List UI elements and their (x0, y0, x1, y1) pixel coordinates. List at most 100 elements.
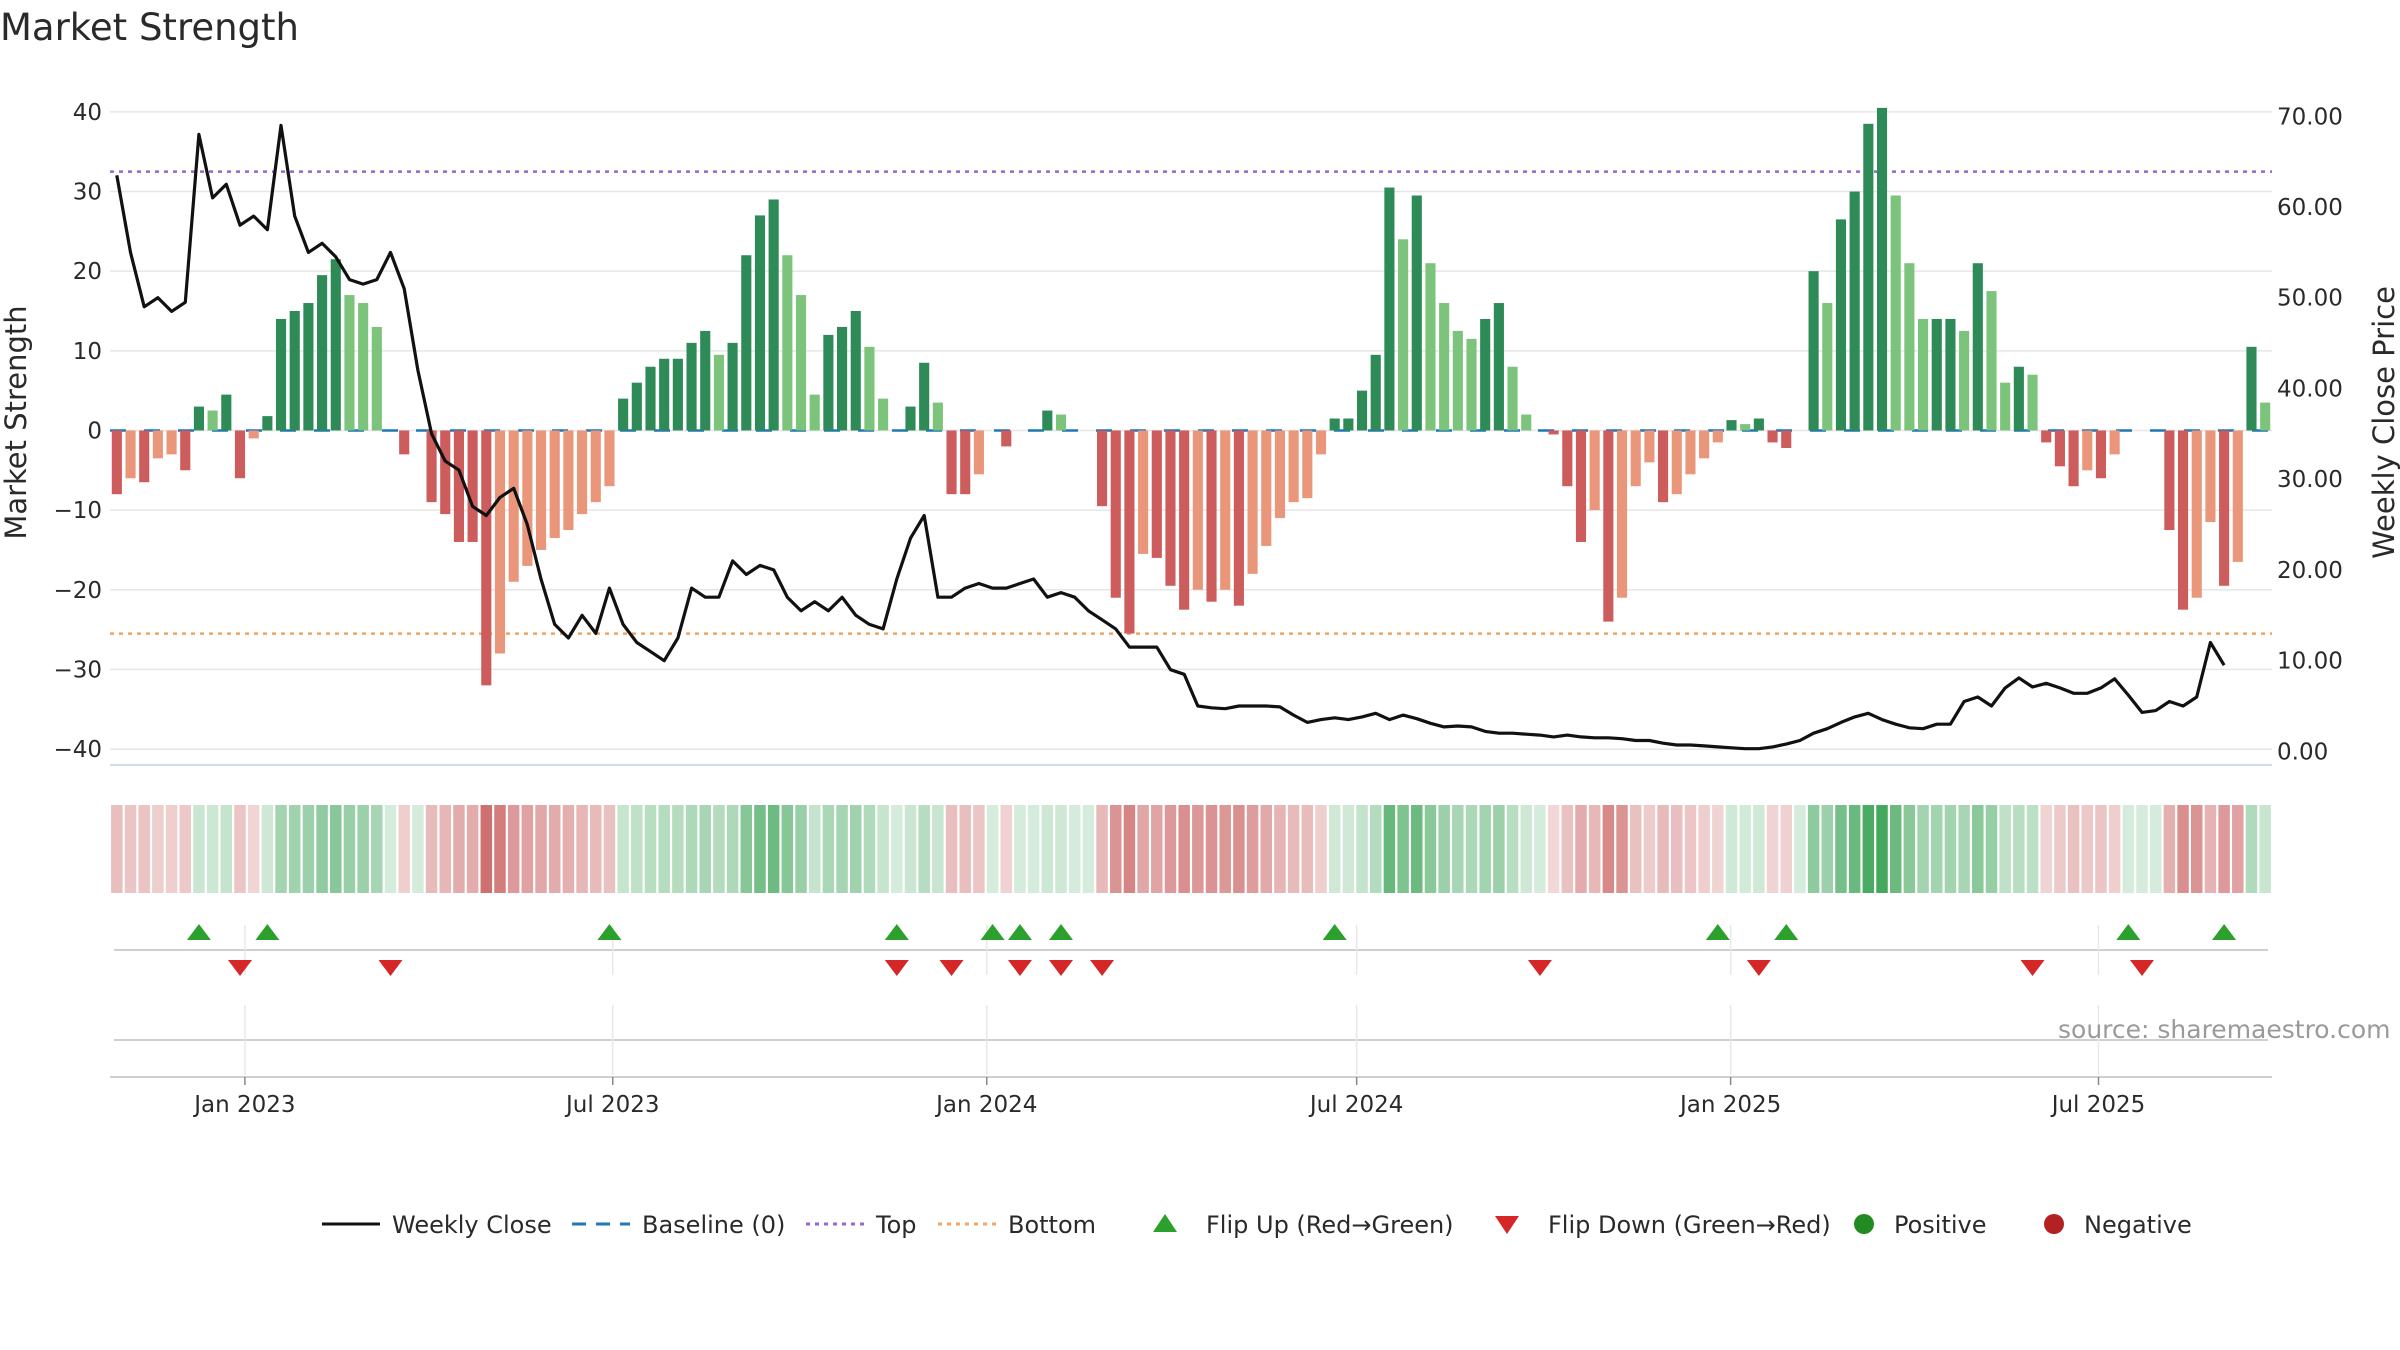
heat-cell (1903, 805, 1916, 893)
heat-cell (850, 805, 862, 893)
strength-bar (371, 326, 382, 431)
heat-cell (206, 805, 219, 893)
heat-cell (1848, 805, 1861, 893)
strength-bar (864, 346, 875, 431)
strength-bar (111, 430, 122, 495)
strength-bar (399, 430, 410, 455)
legend-label: Positive (1894, 1211, 1987, 1239)
strength-bar (727, 342, 738, 431)
heat-cell (1575, 805, 1587, 893)
heat-cell (1411, 805, 1423, 893)
heat-cell (1014, 805, 1026, 893)
strength-bar (453, 430, 464, 542)
heat-cell (371, 805, 383, 893)
strength-bar (823, 334, 834, 431)
strength-bar (508, 430, 519, 582)
heat-cell (877, 805, 889, 893)
heat-cell (1999, 805, 2011, 893)
heat-cell (1151, 805, 1163, 893)
strength-bar (1767, 430, 1778, 443)
strength-bar (358, 303, 369, 431)
strength-bar (754, 215, 766, 431)
strength-bar (973, 430, 984, 475)
flip-down-marker (939, 960, 964, 976)
strength-bar (563, 430, 574, 531)
heat-cell (959, 805, 971, 893)
y-tick-label: −20 (53, 578, 102, 604)
strength-bar (1480, 318, 1491, 431)
heat-cell (1479, 805, 1491, 893)
y-tick-label: 30 (73, 180, 102, 206)
strength-bar (317, 275, 328, 431)
heat-cell (863, 805, 876, 893)
heat-cell (726, 805, 739, 893)
strength-bar (1220, 430, 1231, 590)
strength-bar (221, 394, 232, 431)
heat-cell (795, 805, 807, 893)
heat-cell (781, 805, 794, 893)
heat-cell (193, 805, 205, 893)
strength-bar (248, 430, 259, 439)
heat-cell (234, 805, 246, 893)
heat-cell (288, 805, 301, 893)
heat-cell (1629, 805, 1642, 893)
strength-bar (960, 430, 971, 495)
heat-cell (2067, 805, 2080, 893)
heat-cell (384, 805, 397, 893)
heat-cell (1506, 805, 1519, 893)
heat-cell (1712, 805, 1724, 893)
strength-bar (440, 430, 451, 515)
strength-bar (207, 410, 218, 431)
heat-cell (261, 805, 274, 893)
flip-down-marker (2130, 960, 2155, 976)
heat-cell (658, 805, 670, 893)
strength-bar (1616, 430, 1628, 598)
strength-bar (1370, 354, 1381, 431)
heat-cell (1876, 805, 1888, 893)
heat-cell (822, 805, 835, 893)
strength-bar (1726, 420, 1737, 431)
heat-cell (1096, 805, 1108, 893)
strength-bar (1452, 330, 1463, 431)
strength-bar (672, 358, 683, 431)
heat-cell (548, 805, 561, 893)
heat-cell (2026, 805, 2039, 893)
heat-cell (1287, 805, 1300, 893)
strength-bar (1507, 366, 1518, 431)
strength-bar (139, 430, 150, 483)
strength-bar (2054, 430, 2065, 467)
heat-cell (1807, 805, 1820, 893)
heat-cell (316, 805, 328, 893)
y2-tick-label: 30.00 (2277, 467, 2343, 493)
strength-bar (1589, 430, 1600, 511)
strength-bar (2205, 430, 2216, 523)
flip-up-marker (1705, 924, 1730, 940)
heat-cell (713, 805, 725, 893)
heat-cell (617, 805, 629, 893)
heat-cell (1055, 805, 1067, 893)
heat-cell (1616, 805, 1628, 893)
strength-bar (782, 255, 793, 431)
heat-cell (1192, 805, 1204, 893)
heat-cell (1889, 805, 1902, 893)
heat-cell (1534, 805, 1546, 893)
strength-bar (618, 398, 629, 431)
y-tick-label: −40 (53, 737, 102, 763)
strength-bar (1521, 414, 1532, 431)
heat-cell (590, 805, 602, 893)
heat-cell (275, 805, 287, 893)
heat-cell (1684, 805, 1697, 893)
strength-bar (604, 430, 615, 487)
axes: 40 30 20 10 0 −10 −20 −30 −40 70.00 60.00 50.00 40.0… (0, 100, 2400, 766)
strength-bar (2027, 374, 2038, 431)
heat-cell (2218, 805, 2230, 893)
legend-label: Weekly Close (392, 1211, 552, 1239)
flip-markers-panel (114, 924, 2268, 1075)
heat-cell (1835, 805, 1847, 893)
strength-bar (1808, 271, 1819, 431)
strength-bar (125, 430, 136, 479)
heat-cell (1205, 805, 1218, 893)
strength-bar (1110, 430, 1121, 598)
strength-bar (289, 310, 300, 431)
strength-bar (1575, 430, 1587, 542)
